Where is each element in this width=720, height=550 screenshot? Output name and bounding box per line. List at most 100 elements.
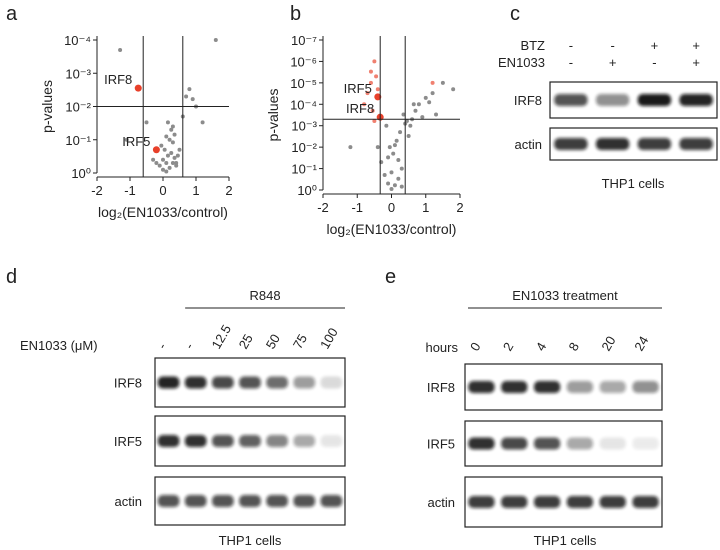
y-tick-label: 10⁻⁶ (290, 54, 317, 69)
data-point (396, 176, 401, 181)
band (679, 94, 713, 106)
data-point (375, 145, 380, 150)
lane-label: - (652, 55, 656, 70)
data-point (387, 145, 392, 150)
row-label: IRF8 (427, 380, 455, 395)
data-point (162, 147, 167, 152)
data-point (134, 84, 142, 92)
data-point (374, 93, 382, 101)
data-point (184, 94, 189, 99)
y-tick-label: 10⁻⁵ (290, 76, 317, 91)
row-label: IRF5 (114, 434, 142, 449)
data-point (348, 145, 353, 150)
point-label: IRF5 (344, 81, 372, 96)
band (566, 496, 594, 508)
band (468, 496, 495, 508)
treatment-label: R848 (250, 288, 281, 303)
lane-label: - (610, 38, 614, 53)
x-tick-label: 2 (225, 183, 232, 198)
band (184, 435, 207, 447)
x-tick-label: -1 (124, 183, 136, 198)
data-point (174, 163, 179, 168)
lane-label: 24 (631, 333, 651, 353)
data-point (170, 140, 175, 145)
data-point (391, 151, 396, 156)
x-tick-label: -2 (317, 200, 329, 215)
data-point (399, 184, 404, 189)
band (533, 496, 561, 508)
band (320, 435, 343, 447)
band (320, 376, 343, 389)
x-tick-label: -1 (351, 200, 363, 215)
row-label: IRF8 (114, 376, 142, 391)
band (566, 437, 594, 450)
x-tick-label: 1 (192, 183, 199, 198)
blot-frame (464, 420, 663, 467)
x-axis-label: log₂(EN1033/control) (327, 221, 457, 237)
data-point (386, 181, 391, 186)
data-point (159, 143, 164, 148)
band (637, 138, 672, 150)
lane-label: - (154, 340, 169, 351)
x-tick-label: 1 (422, 200, 429, 215)
band (293, 376, 316, 389)
data-point (165, 120, 170, 125)
data-point (451, 87, 456, 92)
x-tick-label: 0 (159, 183, 166, 198)
band (266, 435, 288, 447)
data-point (382, 173, 387, 178)
lane-label: 4 (533, 340, 550, 354)
band (501, 496, 528, 508)
data-point (151, 157, 156, 162)
band (599, 496, 626, 508)
band (595, 138, 630, 150)
lane-label: + (651, 38, 659, 53)
data-point (372, 59, 377, 64)
row-label: actin (515, 137, 542, 152)
band (501, 437, 528, 450)
data-point (177, 147, 182, 152)
y-tick-label: 10⁻⁴ (290, 97, 317, 112)
data-point (386, 155, 391, 160)
band (468, 381, 495, 393)
band (679, 138, 713, 150)
condition-label: EN1033 (μM) (20, 338, 98, 353)
band (212, 495, 234, 507)
data-point (169, 127, 174, 132)
y-tick-label: 10⁻⁴ (64, 33, 91, 48)
lane-label: - (569, 38, 573, 53)
y-tick-label: 10⁻¹ (291, 162, 317, 177)
band (157, 435, 180, 447)
lane-label: - (181, 340, 196, 351)
panel-letter: a (6, 3, 18, 25)
condition-label: BTZ (520, 38, 545, 53)
lane-label: 12.5 (208, 322, 234, 351)
data-point (118, 48, 123, 53)
band (637, 94, 672, 106)
band (468, 437, 495, 450)
band (184, 495, 207, 507)
data-point (154, 160, 159, 165)
data-point (401, 112, 406, 117)
data-point (152, 146, 160, 154)
lane-label: - (569, 55, 573, 70)
point-label: IRF8 (104, 72, 132, 87)
band (632, 381, 659, 393)
condition-label: hours (425, 340, 458, 355)
data-point (384, 123, 389, 128)
data-point (161, 157, 165, 162)
data-point (434, 112, 439, 117)
data-point (389, 187, 394, 192)
data-point (370, 108, 375, 113)
y-tick-label: 10⁻³ (65, 66, 91, 81)
data-point (362, 102, 367, 107)
row-label: IRF5 (427, 437, 455, 452)
blot-frame (464, 363, 663, 411)
band (533, 381, 561, 393)
band (157, 376, 180, 389)
band (212, 376, 234, 389)
data-point (423, 95, 428, 100)
data-point (144, 120, 149, 125)
y-tick-label: 10⁻³ (291, 119, 317, 134)
data-point (389, 170, 394, 175)
